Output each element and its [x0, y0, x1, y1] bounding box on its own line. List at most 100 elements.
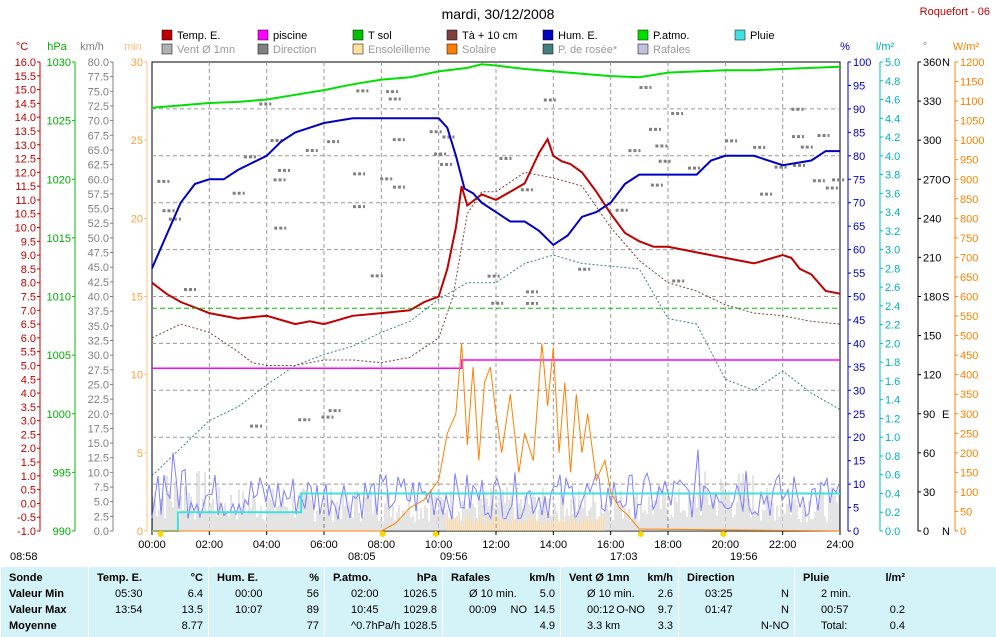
- axis-label-temp: 7.0: [21, 305, 36, 317]
- summary-head: Pluie: [803, 572, 830, 584]
- axis-label-solar: 800: [960, 213, 978, 225]
- summary-row: Direction: [679, 570, 795, 586]
- legend-label: Vent Ø 1mn: [177, 44, 235, 56]
- summary-unit: l/m²: [885, 572, 905, 584]
- axis-label-direction: 90: [923, 409, 935, 421]
- unit-pressure: hPa: [47, 41, 67, 53]
- axis-label-temp: 5.0: [21, 360, 36, 372]
- summary-row: 4.9: [443, 618, 561, 634]
- axis-label-wind: 12.5: [88, 453, 109, 465]
- axis-label-rain: 1.8: [885, 357, 900, 369]
- axis-label-humidity: 5: [853, 503, 859, 515]
- axis-label-rain: 0.0: [885, 526, 900, 538]
- axis-label-wind: 20.0: [88, 409, 109, 421]
- summary-col: Rafales km/h Ø 10 min. 5.0 00:09 NO 14.5 4.9: [442, 567, 561, 637]
- compass-label: N: [942, 526, 950, 538]
- summary-unit: km/h: [529, 572, 555, 584]
- axis-label-rain: 0.4: [885, 488, 900, 500]
- axis-label-wind: 70.0: [88, 116, 109, 128]
- legend-swatch: [446, 43, 458, 55]
- axis-label-temp: 11.0: [15, 195, 36, 207]
- summary-col: Temp. E. °C 05:30 6.4 13:54 13.5 8.77: [88, 567, 209, 637]
- unit-temp: °C: [16, 41, 28, 53]
- axis-label-solar: 50: [960, 506, 972, 518]
- summary-row: ^0.7hPa/h 1028.5: [325, 618, 443, 634]
- unit-solar: W/m²: [953, 41, 980, 53]
- legend-label: P.atmo.: [653, 30, 690, 42]
- axis-label-solar: 1000: [960, 135, 984, 147]
- gust-line: [151, 449, 840, 521]
- summary-dir: NO: [510, 604, 528, 616]
- legend-label: T sol: [368, 30, 392, 42]
- axis-label-wind: 15.0: [88, 438, 109, 450]
- summary-col: Hum. E.% 00:00 56 10:07 89 77: [208, 567, 325, 637]
- axis-label-rain: 3.8: [885, 170, 900, 182]
- sun-event-marker: [379, 531, 386, 537]
- summary-dir: O-NO: [616, 604, 645, 616]
- legend-swatch: [734, 29, 746, 41]
- axis-label-pressure: 1010: [47, 292, 71, 304]
- axis-label-solar: 1200: [960, 57, 984, 69]
- legend-swatch: [352, 43, 364, 55]
- series-temp-e-: [151, 136, 841, 326]
- summary-row: 00:09 NO 14.5: [443, 602, 561, 618]
- axis-label-rain: 0.2: [885, 507, 900, 519]
- axis-label-sun: 10: [131, 370, 143, 382]
- summary-row: Valeur Min: [1, 586, 89, 602]
- compass-label: O: [942, 174, 951, 186]
- axis-label-temp: 12.0: [15, 167, 36, 179]
- sun-event-marker: [637, 531, 644, 537]
- axis-label-temp: 1.0: [21, 471, 36, 483]
- axis-label-rain: 4.2: [885, 132, 900, 144]
- weather-chart: 00:00 02:00 04:00 06:00 08:00 10:00 12:00 14:00…: [10, 29, 984, 563]
- axis-label-wind: 77.5: [88, 72, 109, 84]
- x-tick-label: 18:00: [654, 539, 682, 551]
- axis-label-solar: 550: [960, 311, 978, 323]
- axis-label-temp: 15.0: [15, 85, 36, 97]
- axis-label-wind: 42.5: [88, 277, 109, 289]
- summary-row: 2 min.: [795, 586, 911, 602]
- site-name: Roquefort - 06: [919, 6, 990, 18]
- series-t-10-cm: [151, 171, 841, 366]
- axis-label-temp: 3.0: [21, 416, 36, 428]
- legend-label: Direction: [273, 44, 316, 56]
- axis-label-solar: 300: [960, 409, 978, 421]
- axis-label-humidity: 35: [853, 362, 865, 374]
- axis-label-wind: 0.0: [94, 526, 109, 538]
- series-solaire: [152, 343, 841, 532]
- axis-label-wind: 5.0: [94, 497, 109, 509]
- sun-event-marker: [432, 531, 439, 537]
- axis-label-humidity: 50: [853, 292, 865, 304]
- axis-label-humidity: 15: [853, 456, 865, 468]
- summary-row: Moyenne: [1, 618, 89, 634]
- axis-label-wind: 25.0: [88, 379, 109, 391]
- axis-label-humidity: 85: [853, 127, 865, 139]
- axis-label-wind: 55.0: [88, 204, 109, 216]
- axis-label-wind: 37.5: [88, 306, 109, 318]
- summary-time: 3.3 km: [587, 620, 621, 632]
- x-tick-label: 04:00: [253, 539, 281, 551]
- axis-label-humidity: 80: [853, 151, 865, 163]
- summary-value: N: [781, 604, 789, 616]
- axis-label-rain: 4.6: [885, 95, 900, 107]
- axis-label-humidity: 40: [853, 338, 865, 350]
- axis-label-wind: 50.0: [88, 233, 109, 245]
- summary-value: 4.9: [539, 620, 555, 632]
- sun-event-marker: [720, 531, 727, 537]
- axis-label-temp: 0.0: [21, 498, 36, 510]
- summary-row: Temp. E. °C: [89, 570, 209, 586]
- axis-label-solar: 750: [960, 233, 978, 245]
- summary-col: Vent Ø 1mn km/h Ø 10 min. 2.6 00:12 O-NO 9.7 3…: [560, 567, 679, 637]
- summary-row: P.atmo. hPa: [325, 570, 443, 586]
- axis-label-temp: 14.0: [15, 112, 36, 124]
- summary-unit: km/h: [647, 572, 673, 584]
- legend-swatch: [637, 29, 649, 41]
- summary-head: Sonde: [9, 572, 43, 584]
- summary-col: Direction 03:25 N 01:47 N N-NO: [678, 567, 795, 637]
- axis-label-rain: 1.2: [885, 413, 900, 425]
- x-tick-label: 22:00: [769, 539, 797, 551]
- axis-label-wind: 65.0: [88, 145, 109, 157]
- axis-label-humidity: 100: [853, 57, 871, 69]
- axis-label-rain: 3.0: [885, 245, 900, 257]
- axis-label-direction: 180: [923, 292, 941, 304]
